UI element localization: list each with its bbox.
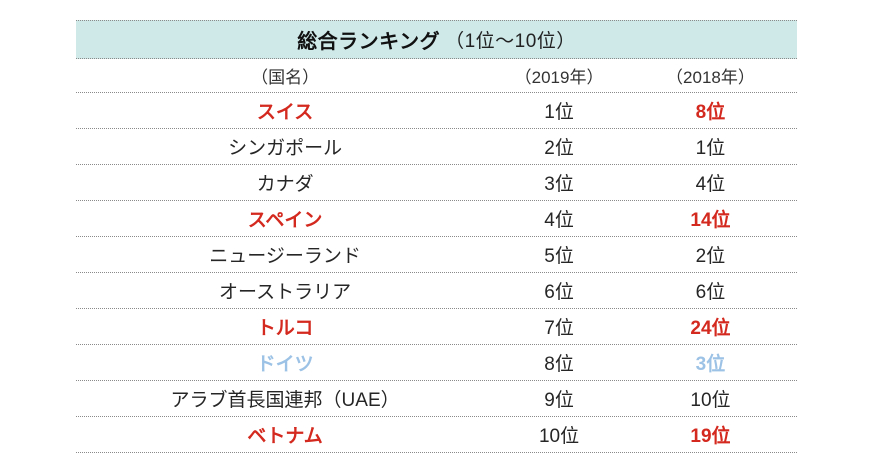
rank-2019-cell: 10位 [538,426,580,447]
header-2018: （2018年） [666,68,755,87]
overall-ranking-table: 総合ランキング （1位～10位） （国名） （2019年） （2018年） スイ… [76,20,797,453]
table-row: オーストラリア 6位 6位 [76,273,797,309]
country-cell: スペイン [247,210,323,231]
rank-2018-cell: 3位 [695,354,726,375]
country-cell: スイス [256,102,314,123]
country-cell: シンガポール [228,138,343,159]
rank-2018-cell: 14位 [690,210,731,231]
country-cell: トルコ [256,318,314,339]
rank-2019-cell: 3位 [544,174,574,195]
table-row: ニュージーランド 5位 2位 [76,237,797,273]
table-row: アラブ首長国連邦（UAE） 9位 10位 [76,381,797,417]
table-row: カナダ 3位 4位 [76,165,797,201]
rank-2019-cell: 1位 [544,102,574,123]
rank-2019-cell: 8位 [544,354,574,375]
rank-2018-cell: 1位 [695,138,726,159]
rank-2018-cell: 4位 [695,174,726,195]
country-cell: ドイツ [256,354,314,375]
rank-2018-cell: 10位 [690,390,731,411]
table-row: ドイツ 8位 3位 [76,345,797,381]
table-title-bar: 総合ランキング （1位～10位） [76,20,797,59]
rank-2019-cell: 9位 [544,390,574,411]
rank-2018-cell: 24位 [690,318,731,339]
country-cell: ニュージーランド [209,246,361,267]
rank-2019-cell: 7位 [544,318,574,339]
table-title-range: （1位～10位） [445,31,576,52]
table-body: スイス 1位 8位 シンガポール 2位 1位 カナダ 3位 4位 スペイン 4位… [76,93,797,453]
table-row: ベトナム 10位 19位 [76,417,797,453]
country-cell: ベトナム [247,426,323,447]
table-row: スペイン 4位 14位 [76,201,797,237]
rank-2019-cell: 6位 [544,282,574,303]
rank-2019-cell: 5位 [544,246,574,267]
table-title: 総合ランキング [297,31,441,53]
country-cell: アラブ首長国連邦（UAE） [170,390,400,411]
country-cell: カナダ [256,174,314,195]
rank-2018-cell: 19位 [690,426,731,447]
table-row: シンガポール 2位 1位 [76,129,797,165]
country-cell: オーストラリア [219,282,352,303]
table-row: トルコ 7位 24位 [76,309,797,345]
header-2019: （2019年） [514,68,604,87]
rank-2019-cell: 2位 [544,138,574,159]
header-country: （国名） [251,68,320,87]
rank-2018-cell: 2位 [695,246,726,267]
table-row: スイス 1位 8位 [76,93,797,129]
rank-2019-cell: 4位 [544,210,574,231]
rank-2018-cell: 8位 [695,102,726,123]
table-header-row: （国名） （2019年） （2018年） [76,59,797,93]
rank-2018-cell: 6位 [695,282,726,303]
